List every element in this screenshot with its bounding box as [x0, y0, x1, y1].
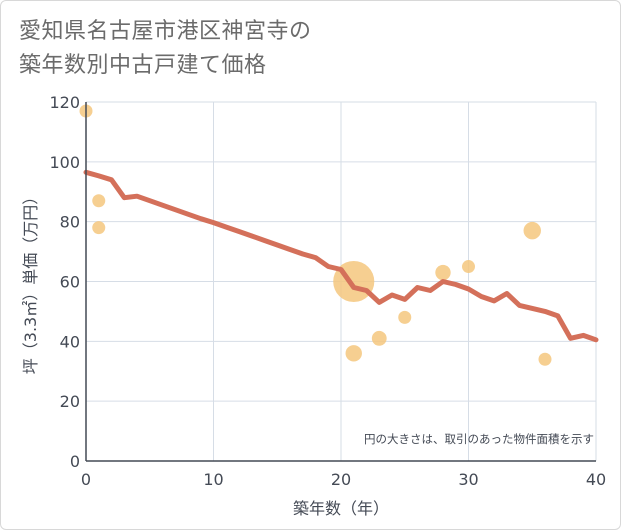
trend-line-series	[83, 169, 599, 343]
bubble-point	[345, 345, 362, 362]
y-tick-label: 100	[49, 153, 80, 172]
bubble-point	[92, 221, 106, 235]
y-tick-label: 0	[70, 452, 80, 471]
y-tick-label: 60	[60, 273, 80, 292]
x-tick-label: 40	[586, 470, 606, 489]
x-tick-label: 0	[81, 470, 91, 489]
chart-title-line-1: 愛知県名古屋市港区神宮寺の	[19, 19, 312, 44]
bubble-point	[398, 310, 412, 324]
bubble-point	[371, 330, 387, 346]
y-tick-label: 120	[49, 93, 80, 112]
axes	[85, 102, 596, 462]
y-tick-label: 40	[60, 332, 80, 351]
x-axis-title: 築年数（年）	[293, 499, 389, 518]
bubble-point	[523, 221, 541, 240]
bubble-point	[538, 352, 552, 366]
bubble-series	[79, 104, 552, 366]
chart-title: 愛知県名古屋市港区神宮寺の 築年数別中古戸建て価格	[19, 15, 312, 83]
chart-annotation: 円の大きさは、取引のあった物件面積を示す	[364, 432, 594, 446]
x-tick-label: 30	[458, 470, 478, 489]
y-tick-label: 20	[60, 392, 80, 411]
y-axis-title: 坪（3.3㎡）単価（万円）	[21, 189, 40, 374]
x-tick-label: 10	[203, 470, 223, 489]
tick-labels: 0 20 40 60 80 100 120 0 10 20 30 40	[49, 93, 606, 489]
chart-title-line-2: 築年数別中古戸建て価格	[19, 53, 267, 78]
bubble-point	[92, 194, 106, 208]
x-tick-label: 20	[331, 470, 351, 489]
bubble-point	[435, 264, 451, 281]
y-tick-label: 80	[60, 213, 80, 232]
bubble-point	[462, 260, 475, 274]
trend-line	[83, 169, 599, 343]
